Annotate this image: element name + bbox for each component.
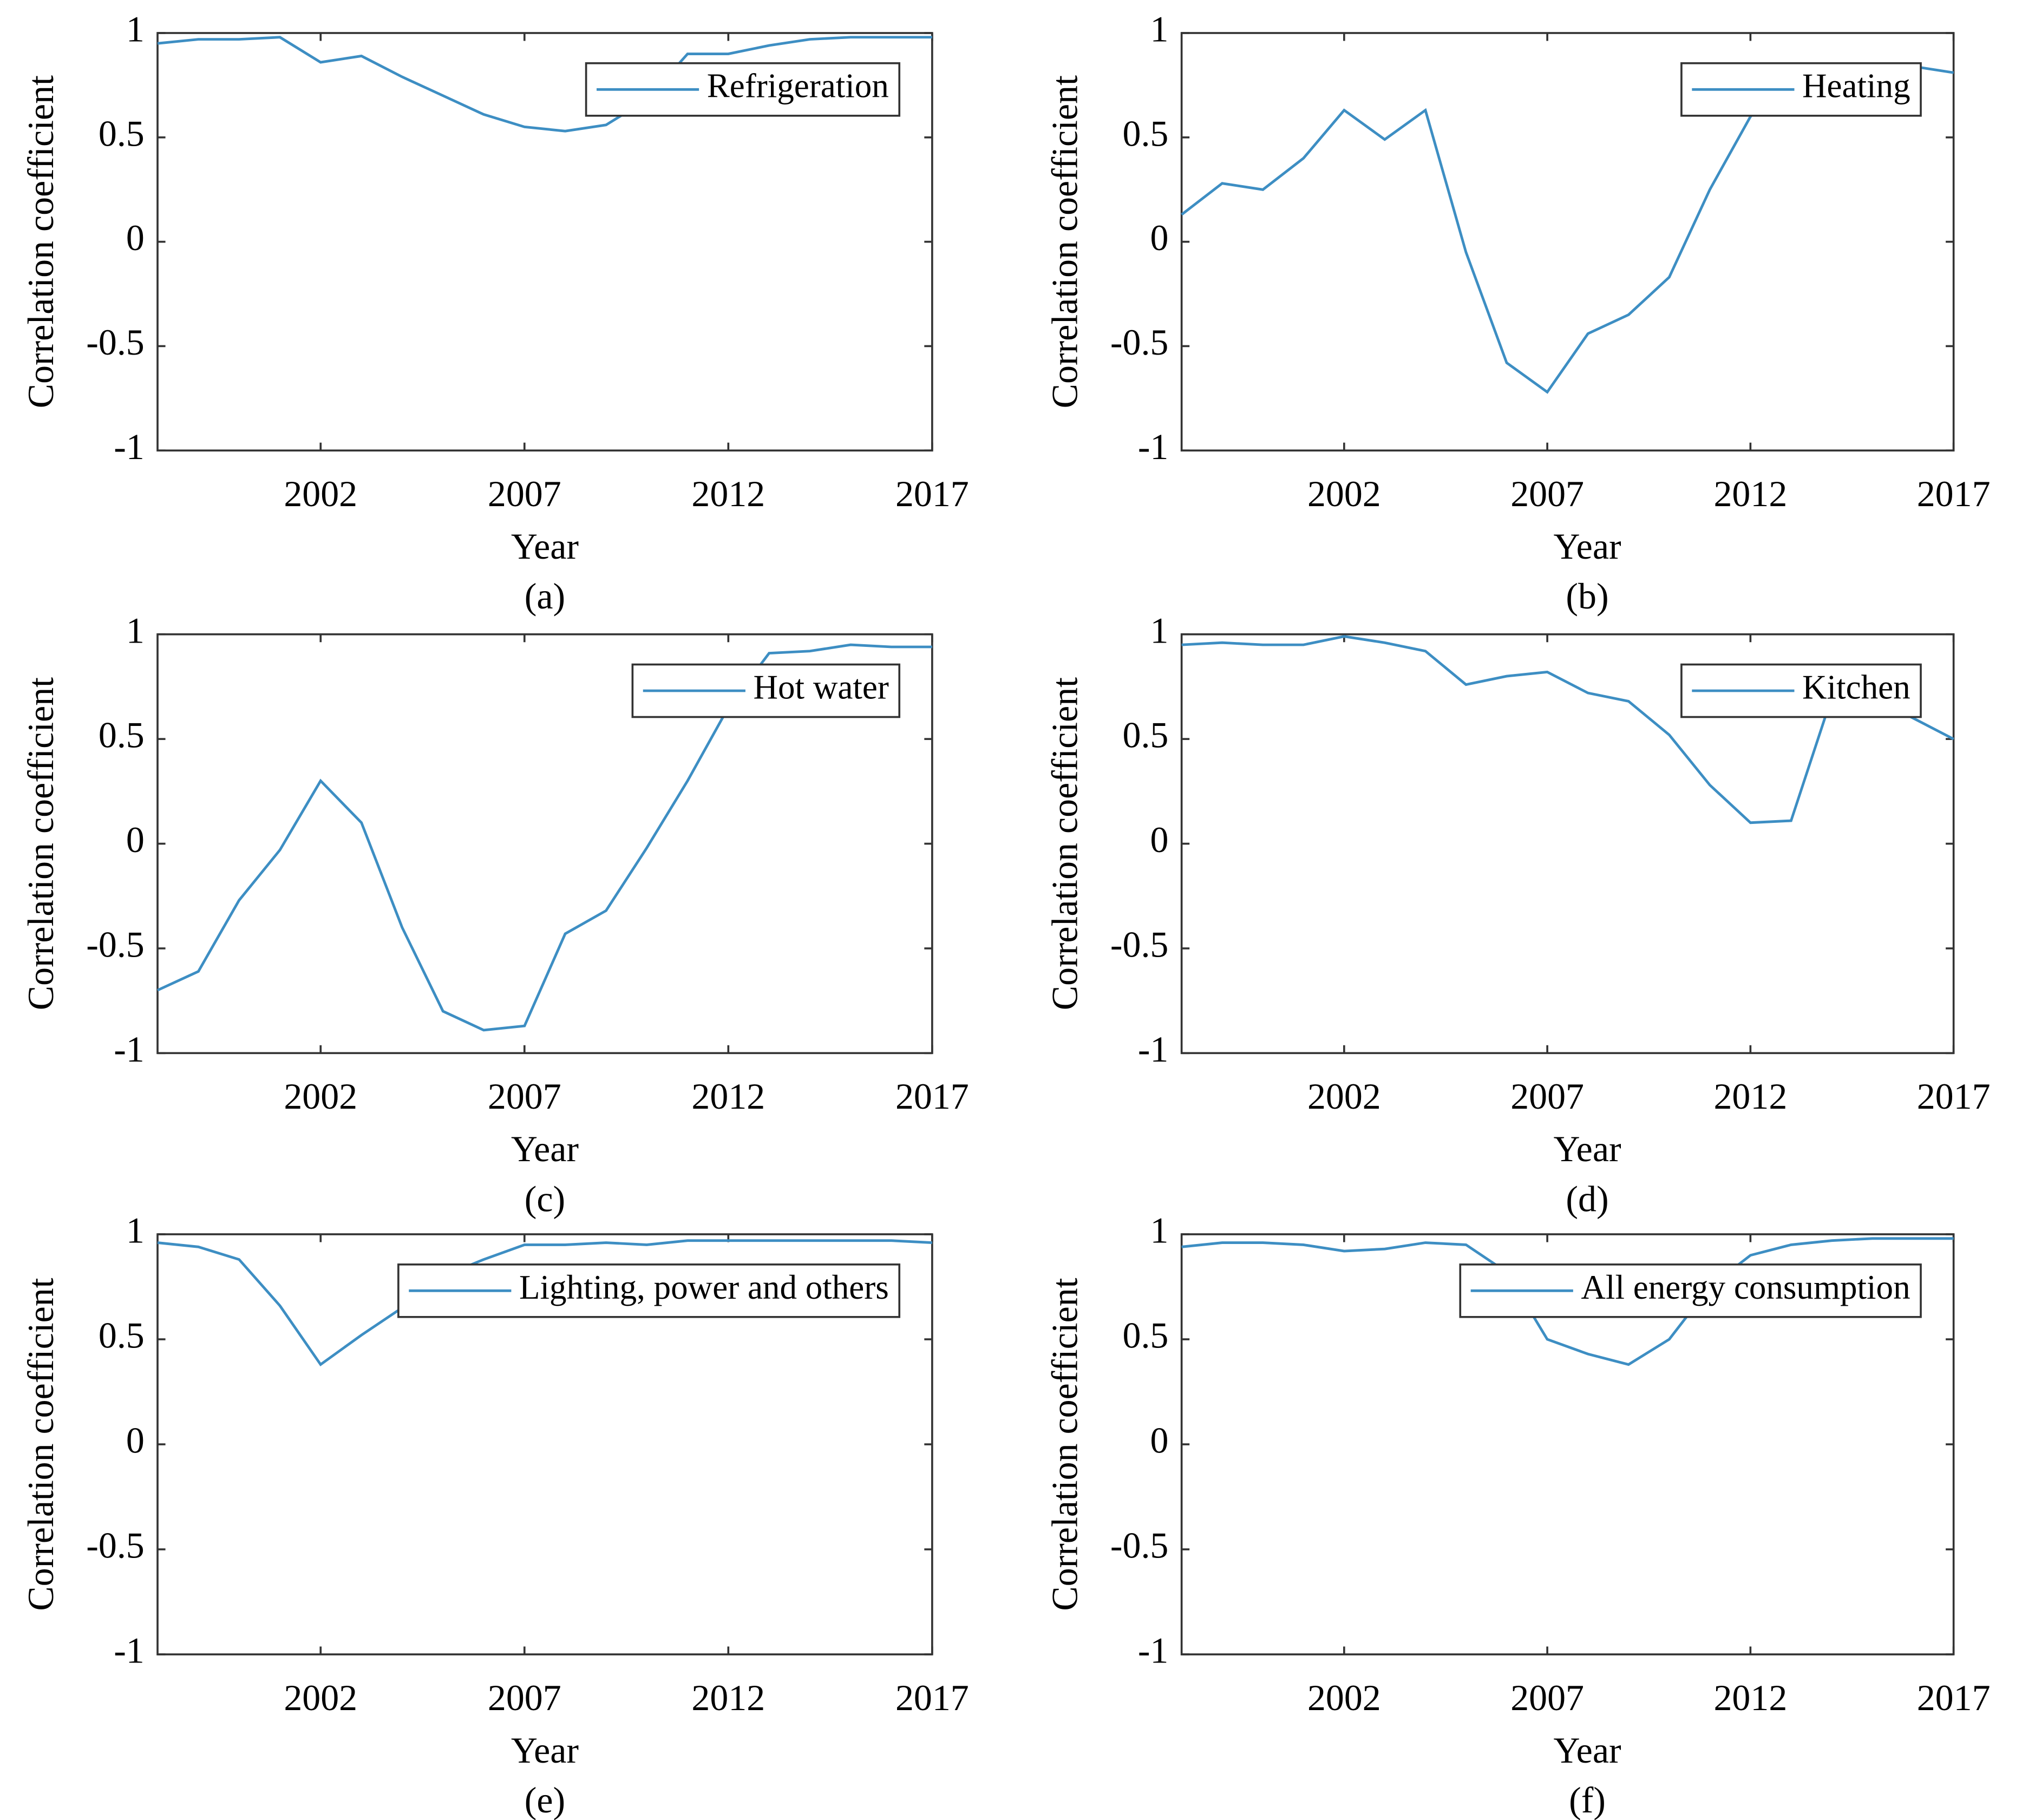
panel: -1 -0.5 0 0.5 1 2002 2007 2012 2017 Year (b) Correl… (1044, 9, 1991, 617)
x-tick-label: 2007 (1510, 473, 1584, 514)
panel: -1 -0.5 0 0.5 1 2002 2007 2012 2017 Year (f) Correl… (1044, 1210, 1991, 1820)
x-tick-label: 2012 (1713, 1076, 1787, 1117)
x-tick-label: 2002 (284, 1076, 357, 1117)
y-tick-label: 1 (126, 610, 145, 651)
y-tick-label: 0.5 (1123, 113, 1169, 154)
y-tick-label: 0 (126, 217, 145, 258)
y-tick-label: 1 (1150, 610, 1168, 651)
line-series (1181, 1237, 1954, 1366)
y-axis-label: Correlation coefficient (20, 1278, 61, 1610)
y-tick-label: 0 (1150, 1420, 1168, 1461)
y-tick-label: -0.5 (86, 1525, 144, 1566)
panel: -1 -0.5 0 0.5 1 2002 2007 2012 2017 Year (d) Correl… (1044, 610, 1991, 1219)
y-tick-label: 0 (1150, 819, 1168, 860)
y-tick-label: -0.5 (1110, 1525, 1168, 1566)
x-tick-label: 2002 (1307, 1677, 1381, 1718)
x-tick-label: 2017 (1917, 473, 1991, 514)
x-tick-label: 2017 (895, 473, 969, 514)
y-axis-label: Correlation coefficient (1044, 75, 1085, 408)
caption: (c) (525, 1178, 565, 1219)
x-tick-label: 2007 (1510, 1076, 1584, 1117)
x-tick-label: 2012 (691, 473, 765, 514)
y-axis-label: Correlation coefficient (1044, 677, 1085, 1010)
y-tick-label: -1 (1138, 1029, 1169, 1070)
caption: (e) (525, 1779, 565, 1820)
y-tick-label: 0.5 (1123, 715, 1169, 756)
legend-label: Heating (1802, 67, 1910, 105)
x-tick-label: 2012 (1713, 1677, 1787, 1718)
legend: Refrigeration (585, 62, 901, 117)
x-axis-label: Year (1553, 1730, 1621, 1771)
caption: (a) (525, 575, 565, 617)
caption: (b) (1566, 575, 1608, 617)
y-tick-label: -1 (1138, 426, 1169, 467)
y-axis-label: Correlation coefficient (20, 75, 61, 408)
y-tick-label: 0 (126, 819, 145, 860)
x-axis-label: Year (511, 1730, 579, 1771)
x-tick-label: 2017 (895, 1677, 969, 1718)
panel: -1 -0.5 0 0.5 1 2002 2007 2012 2017 Year (e) Correl… (20, 1210, 969, 1820)
y-tick-label: -1 (114, 1630, 145, 1671)
legend: Hot water (631, 663, 901, 718)
legend: Heating (1680, 62, 1922, 117)
x-tick-label: 2007 (488, 473, 561, 514)
x-tick-label: 2012 (691, 1677, 765, 1718)
y-tick-label: 0 (1150, 217, 1168, 258)
y-tick-label: 1 (126, 1210, 145, 1251)
x-axis-label: Year (1553, 1128, 1621, 1169)
y-tick-label: 1 (126, 9, 145, 50)
x-axis-label: Year (1553, 526, 1621, 567)
y-tick-label: -0.5 (86, 322, 144, 363)
x-tick-label: 2007 (488, 1677, 561, 1718)
y-tick-label: 0.5 (99, 113, 145, 154)
x-tick-label: 2017 (1917, 1076, 1991, 1117)
legend-label: Refrigeration (707, 67, 889, 105)
y-tick-label: -1 (1138, 1630, 1169, 1671)
line-series (157, 36, 932, 133)
y-tick-label: -0.5 (1110, 322, 1168, 363)
x-tick-label: 2007 (488, 1076, 561, 1117)
y-tick-label: -0.5 (86, 924, 144, 965)
legend-label: Kitchen (1802, 668, 1910, 706)
x-axis-label: Year (511, 526, 579, 567)
x-tick-label: 2007 (1510, 1677, 1584, 1718)
x-tick-label: 2017 (895, 1076, 969, 1117)
caption: (d) (1566, 1178, 1608, 1219)
line-series (157, 643, 932, 1032)
panel: -1 -0.5 0 0.5 1 2002 2007 2012 2017 Year (a) Correl… (20, 9, 969, 617)
y-tick-label: 0.5 (1123, 1315, 1169, 1356)
y-tick-label: -1 (114, 1029, 145, 1070)
y-tick-label: 0.5 (99, 715, 145, 756)
x-tick-label: 2012 (1713, 473, 1787, 514)
y-tick-label: 0 (126, 1420, 145, 1461)
x-axis-label: Year (511, 1128, 579, 1169)
panel: -1 -0.5 0 0.5 1 2002 2007 2012 2017 Year (c) Correl… (20, 610, 969, 1219)
x-tick-label: 2017 (1917, 1677, 1991, 1718)
x-tick-label: 2002 (284, 473, 357, 514)
y-axis-label: Correlation coefficient (20, 677, 61, 1010)
line-series (157, 1239, 932, 1367)
x-tick-label: 2002 (1307, 473, 1381, 514)
legend-label: Lighting, power and others (519, 1268, 889, 1306)
legend-label: All energy consumption (1581, 1268, 1910, 1306)
x-tick-label: 2012 (691, 1076, 765, 1117)
legend: Lighting, power and others (397, 1263, 901, 1318)
y-tick-label: 1 (1150, 1210, 1168, 1251)
y-axis-label: Correlation coefficient (1044, 1278, 1085, 1610)
x-tick-label: 2002 (1307, 1076, 1381, 1117)
x-tick-label: 2002 (284, 1677, 357, 1718)
caption: (f) (1569, 1779, 1606, 1820)
legend-label: Hot water (753, 668, 888, 706)
y-tick-label: -0.5 (1110, 924, 1168, 965)
legend: Kitchen (1680, 663, 1922, 718)
y-tick-label: -1 (114, 426, 145, 467)
legend: All energy consumption (1459, 1263, 1922, 1318)
y-tick-label: 0.5 (99, 1315, 145, 1356)
y-tick-label: 1 (1150, 9, 1168, 50)
